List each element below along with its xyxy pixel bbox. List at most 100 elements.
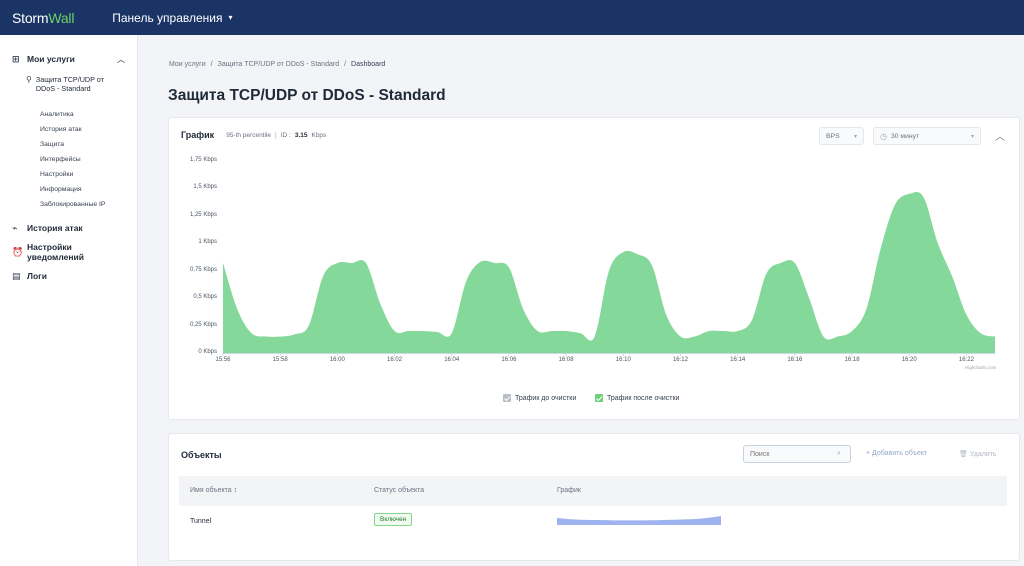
chart-svg — [222, 191, 995, 356]
column-header-name[interactable]: Имя объекта ↕ — [190, 487, 237, 494]
sidebar-item-blocked-ip[interactable]: Заблокированные IP — [40, 201, 106, 208]
x-tick-label: 15:58 — [272, 357, 288, 363]
breadcrumb-my-services[interactable]: Мои услуги — [169, 61, 206, 68]
control-panel-menu[interactable]: Панель управления ▾ — [112, 11, 232, 25]
x-tick-label: 16:14 — [730, 357, 746, 363]
y-tick-label: 0,5 Kbps — [193, 294, 217, 301]
sidebar: ⊞ Мои услуги ︿ ⚲ Защита TCP/UDP от DDoS … — [0, 35, 138, 566]
chart-credits[interactable]: Highcharts.com — [965, 365, 997, 370]
breadcrumb-separator: / — [210, 61, 213, 68]
percentile-label: 95-th percentile — [226, 131, 271, 139]
plus-icon: + — [866, 450, 873, 457]
sidebar-item-information[interactable]: Информация — [40, 186, 82, 193]
column-header-chart: График — [557, 487, 581, 494]
chart-card-title: График — [181, 130, 215, 140]
sort-icon: ↕ — [233, 487, 238, 494]
logo-storm: Storm — [12, 9, 49, 26]
sidebar-service-label: Защита TCP/UDP от DDoS - Standard — [35, 75, 104, 93]
legend-traffic-before-label: Трафик до очистки — [515, 394, 577, 402]
y-tick-label: 1,25 Kbps — [189, 211, 217, 218]
x-tick-label: 16:16 — [787, 357, 803, 363]
sidebar-item-settings[interactable]: Настройки — [40, 171, 74, 178]
sidebar-my-services-label: Мои услуги — [27, 54, 75, 64]
grid-icon: ⊞ — [12, 53, 20, 64]
chevron-up-icon: ︿ — [117, 54, 125, 64]
logo[interactable]: StormWall — [12, 10, 74, 26]
x-tick-label: 16:20 — [901, 357, 917, 363]
alarm-icon: ⏰ — [12, 246, 24, 257]
breadcrumb-service[interactable]: Защита TCP/UDP от DDoS - Standard — [217, 61, 340, 68]
sidebar-attack-history[interactable]: ⌁ История атак — [0, 216, 137, 240]
sidebar-item-attack-history[interactable]: История атак — [40, 126, 82, 133]
sidebar-logs-label: Логи — [27, 271, 47, 281]
sidebar-logs[interactable]: ▤ Логи — [0, 264, 137, 288]
legend-traffic-after[interactable]: Трафик после очистки — [595, 394, 679, 402]
legend-traffic-before[interactable]: Трафик до очистки — [503, 394, 576, 402]
object-sparkline — [557, 516, 721, 525]
y-tick-label: 1,75 Kbps — [189, 157, 217, 163]
sidebar-item-analytics[interactable]: Аналитика — [40, 111, 74, 118]
logo-wall: Wall — [48, 9, 75, 26]
x-tick-label: 16:00 — [329, 357, 345, 363]
sidebar-notification-settings-label: Настройки уведомлений — [27, 242, 84, 262]
collapse-chevron-icon[interactable]: ︿ — [995, 132, 1005, 143]
breadcrumb-separator: / — [344, 61, 347, 68]
trash-icon: 🗑 — [959, 451, 970, 458]
status-badge: Включен — [374, 513, 413, 526]
x-tick-label: 16:12 — [672, 357, 688, 363]
chevron-down-icon: ▾ — [970, 133, 974, 140]
top-bar: StormWall Панель управления ▾ — [0, 0, 1024, 35]
chart-card-header: График 95-th percentile | ID : 3.15 Kbps — [181, 130, 326, 140]
traffic-chart-card: График 95-th percentile | ID : 3.15 Kbps… — [168, 117, 1020, 420]
y-tick-label: 0,75 Kbps — [189, 266, 217, 273]
objects-title: Объекты — [181, 450, 222, 460]
unit-select[interactable]: BPS ▾ — [819, 127, 864, 145]
sidebar-item-interfaces[interactable]: Интерфейсы — [40, 156, 81, 163]
chevron-down-icon: ▾ — [228, 13, 233, 22]
sidebar-notification-settings[interactable]: ⏰ Настройки уведомлений — [0, 240, 137, 264]
legend-traffic-after-label: Трафик после очистки — [607, 394, 680, 402]
time-range-value: 30 минут — [890, 132, 920, 140]
id-label: ID : — [280, 131, 291, 139]
breadcrumb: Мои услуги / Защита TCP/UDP от DDoS - St… — [169, 61, 385, 68]
clock-icon: ◷ — [880, 131, 887, 141]
calendar-icon: ▤ — [12, 270, 21, 281]
add-object-label: Добавить объект — [872, 450, 928, 457]
sidebar-item-protection[interactable]: Защита — [40, 141, 65, 148]
time-range-select[interactable]: ◷ 30 минут ▾ — [873, 127, 981, 145]
unit-select-value: BPS — [826, 132, 840, 140]
y-tick-label: 1 Kbps — [198, 239, 217, 246]
x-tick-label: 16:18 — [844, 357, 860, 363]
page-title: Защита TCP/UDP от DDoS - Standard — [168, 87, 446, 104]
search-input[interactable] — [743, 445, 851, 463]
x-tick-label: 16:04 — [444, 357, 460, 363]
sidebar-service-item[interactable]: ⚲ Защита TCP/UDP от DDoS - Standard — [0, 71, 137, 93]
meta-separator: | — [275, 131, 277, 139]
search-icon[interactable]: ⌕ — [837, 450, 841, 457]
column-name-label: Имя объекта — [190, 487, 232, 494]
y-tick-label: 0 Kbps — [198, 349, 217, 355]
id-unit: Kbps — [311, 131, 327, 139]
x-tick-label: 16:22 — [958, 357, 974, 363]
x-tick-label: 16:08 — [558, 357, 574, 363]
y-tick-label: 1,5 Kbps — [193, 184, 217, 191]
pulse-icon: ⌁ — [12, 222, 18, 233]
delete-label: Удалить — [969, 451, 997, 458]
y-tick-label: 0,25 Kbps — [189, 321, 217, 328]
chart-meta: 95-th percentile | ID : 3.15 Kbps — [226, 132, 326, 139]
id-value: 3.15 — [294, 131, 308, 139]
x-tick-label: 16:02 — [387, 357, 403, 363]
x-tick-label: 15:56 — [215, 357, 231, 363]
chevron-down-icon: ▾ — [853, 133, 857, 140]
add-object-button[interactable]: + Добавить объект — [866, 450, 927, 457]
checkbox-icon — [503, 394, 511, 402]
series-area-traffic-after[interactable] — [223, 191, 995, 353]
sidebar-my-services[interactable]: ⊞ Мои услуги ︿ — [0, 47, 137, 71]
delete-button[interactable]: 🗑 Удалить — [959, 450, 997, 458]
objects-card: Объекты ⌕ + Добавить объект 🗑 Удалить Им… — [168, 433, 1020, 561]
control-panel-label: Панель управления — [112, 10, 223, 25]
object-name: Tunnel — [190, 518, 212, 525]
sidebar-sub-list: Аналитика История атак Защита Интерфейсы… — [0, 107, 137, 212]
sidebar-attack-history-label: История атак — [27, 223, 83, 233]
table-header: Имя объекта ↕ Статус объекта График — [179, 476, 1007, 506]
